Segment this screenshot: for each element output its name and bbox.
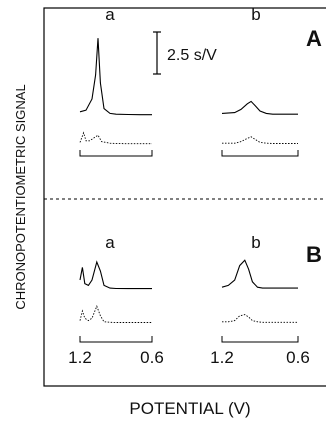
trace-solid-b-panel-B bbox=[221, 259, 298, 289]
trace-solid-a-panel-A bbox=[79, 38, 152, 116]
trace-dotted-a-panel-A bbox=[79, 131, 152, 145]
potential-bracket-a-panel-A bbox=[79, 150, 153, 157]
x-axis-label: POTENTIAL (V) bbox=[129, 399, 250, 418]
group-label-b-panel-A: b bbox=[251, 5, 260, 24]
group-label-a-panel-B: a bbox=[105, 233, 115, 252]
scale-bar-label: 2.5 s/V bbox=[167, 47, 217, 64]
trace-solid-a-panel-B bbox=[79, 260, 152, 290]
potential-bracket-b-panel-B bbox=[221, 336, 299, 343]
trace-dotted-a-panel-B bbox=[79, 304, 152, 323]
x-tick-label-start-b: 1.2 bbox=[210, 348, 234, 367]
plot-frame bbox=[43, 7, 326, 387]
trace-dotted-b-panel-B bbox=[222, 314, 298, 323]
trace-solid-b-panel-A bbox=[221, 100, 298, 115]
x-tick-label-start-a: 1.2 bbox=[68, 348, 92, 367]
x-tick-label-end-b: 0.6 bbox=[286, 348, 310, 367]
chart-marks: a b a 1.2 0.6 b 1.2 0.6 bbox=[68, 5, 310, 367]
potential-bracket-b-panel-A bbox=[221, 150, 299, 157]
scale-bar bbox=[153, 31, 161, 75]
x-tick-label-end-a: 0.6 bbox=[140, 348, 164, 367]
trace-dotted-b-panel-A bbox=[222, 136, 298, 144]
panel-label-a: A bbox=[306, 26, 322, 51]
potential-bracket-a-panel-B bbox=[79, 336, 153, 343]
panel-label-b: B bbox=[306, 242, 322, 267]
group-label-a-panel-A: a bbox=[105, 5, 115, 24]
group-label-b-panel-B: b bbox=[251, 233, 260, 252]
y-axis-label: CHRONOPOTENTIOMETRIC SIGNAL bbox=[13, 84, 28, 309]
